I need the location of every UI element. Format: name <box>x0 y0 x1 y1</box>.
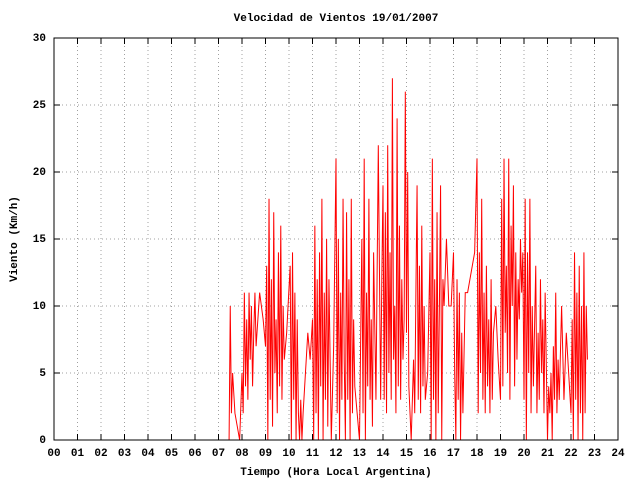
y-axis-label: Viento (Km/h) <box>9 196 21 282</box>
x-axis-label: Tiempo (Hora Local Argentina) <box>240 467 431 479</box>
x-tick-label: 02 <box>94 448 107 460</box>
x-tick-label: 03 <box>118 448 132 460</box>
x-tick-label: 15 <box>400 448 414 460</box>
x-tick-label: 11 <box>306 448 320 460</box>
x-tick-label: 12 <box>329 448 342 460</box>
y-tick-label: 30 <box>33 33 46 45</box>
y-tick-label: 5 <box>39 368 46 380</box>
x-tick-label: 05 <box>165 448 179 460</box>
x-tick-label: 10 <box>282 448 295 460</box>
y-tick-label: 0 <box>39 435 46 447</box>
x-tick-label: 23 <box>588 448 602 460</box>
x-tick-label: 08 <box>235 448 249 460</box>
x-tick-label: 18 <box>470 448 484 460</box>
x-tick-label: 14 <box>376 448 390 460</box>
x-tick-label: 06 <box>188 448 201 460</box>
x-tick-label: 01 <box>71 448 85 460</box>
data-line <box>228 78 588 441</box>
y-tick-label: 10 <box>33 301 46 313</box>
x-tick-label: 13 <box>353 448 367 460</box>
y-tick-label: 25 <box>33 100 47 112</box>
x-tick-label: 22 <box>564 448 577 460</box>
chart-title: Velocidad de Vientos 19/01/2007 <box>234 13 439 25</box>
x-tick-label: 04 <box>141 448 155 460</box>
x-tick-label: 21 <box>541 448 555 460</box>
x-tick-label: 00 <box>47 448 60 460</box>
x-tick-label: 16 <box>423 448 436 460</box>
plot-border <box>53 37 619 441</box>
x-tick-label: 17 <box>447 448 460 460</box>
y-tick-label: 15 <box>33 234 47 246</box>
x-tick-label: 24 <box>611 448 625 460</box>
x-tick-label: 07 <box>212 448 225 460</box>
x-tick-label: 20 <box>517 448 530 460</box>
y-tick-label: 20 <box>33 167 46 179</box>
x-tick-label: 09 <box>259 448 272 460</box>
x-tick-label: 19 <box>494 448 507 460</box>
